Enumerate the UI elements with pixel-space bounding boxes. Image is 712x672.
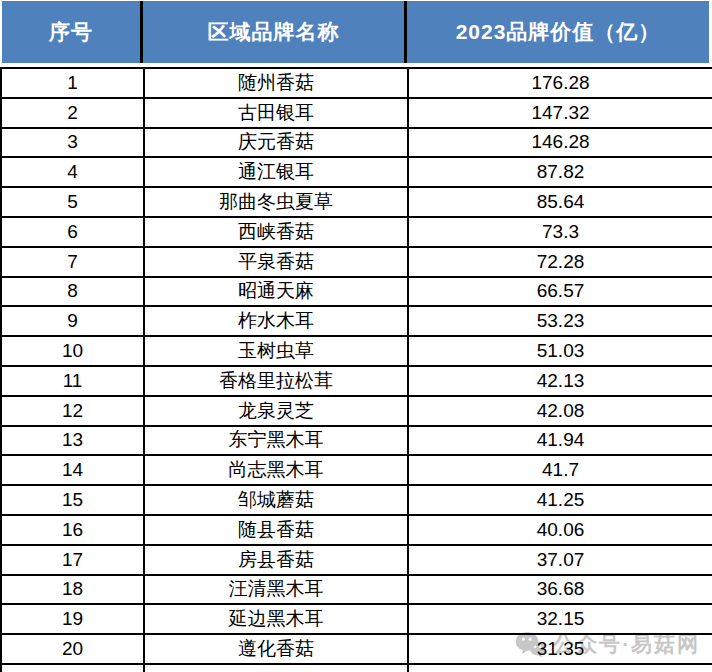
table-row: 15 邹城蘑菇 41.25 [1, 485, 712, 515]
brand-name-cell: 庆元香菇 [144, 128, 408, 158]
rank-cell: 15 [1, 485, 144, 515]
rank-cell: 3 [1, 128, 144, 158]
table-row: 1 随州香菇 176.28 [1, 68, 712, 98]
brand-name-cell: 通江银耳 [144, 157, 408, 187]
rank-cell: 16 [1, 515, 144, 545]
header-brand-value: 2023品牌价值（亿） [407, 1, 709, 63]
table-row: 3 庆元香菇 146.28 [1, 128, 712, 158]
table-row: 12 龙泉灵芝 42.08 [1, 396, 712, 426]
rank-cell: 10 [1, 336, 144, 366]
brand-name-cell: 平泉香菇 [144, 247, 408, 277]
table-row: 19 延边黑木耳 32.15 [1, 604, 712, 634]
header-rank: 序号 [2, 1, 143, 63]
brand-value-cell: 41.94 [408, 426, 712, 456]
rank-cell: 14 [1, 455, 144, 485]
rank-cell: 4 [1, 157, 144, 187]
brand-name-cell: 龙泉灵芝 [144, 396, 408, 426]
brand-name-cell: 遵化香菇 [144, 634, 408, 664]
brand-name-cell: 那曲冬虫夏草 [144, 187, 408, 217]
brand-value-cell: 41.25 [408, 485, 712, 515]
brand-value-cell: 42.13 [408, 366, 712, 396]
rank-cell: 6 [1, 217, 144, 247]
brand-value-cell: 41.7 [408, 455, 712, 485]
brand-name-cell: 汪清黑木耳 [144, 575, 408, 605]
rank-cell: 17 [1, 545, 144, 575]
brand-value-cell: 73.3 [408, 217, 712, 247]
table-row: 20 遵化香菇 31.35 [1, 634, 712, 664]
table-row: 11 香格里拉松茸 42.13 [1, 366, 712, 396]
brand-value-cell: 42.08 [408, 396, 712, 426]
rank-cell [1, 664, 144, 672]
brand-name-cell: 延边黑木耳 [144, 604, 408, 634]
table-row: 17 房县香菇 37.07 [1, 545, 712, 575]
brand-value-cell: 147.32 [408, 98, 712, 128]
table-row: 6 西峡香菇 73.3 [1, 217, 712, 247]
table-header: 序号 区域品牌名称 2023品牌价值（亿） [2, 1, 709, 63]
brand-name-cell: 房县香菇 [144, 545, 408, 575]
rank-cell: 1 [1, 68, 144, 98]
table-row: 14 尚志黑木耳 41.7 [1, 455, 712, 485]
brand-name-cell: 邹城蘑菇 [144, 485, 408, 515]
rank-cell: 9 [1, 306, 144, 336]
brand-name-cell: 随县香菇 [144, 515, 408, 545]
brand-name-cell: 西峡香菇 [144, 217, 408, 247]
brand-value-table-page: 序号 区域品牌名称 2023品牌价值（亿） 1 随州香菇 176.28 2 古田… [0, 0, 712, 672]
brand-name-cell: 尚志黑木耳 [144, 455, 408, 485]
brand-value-cell: 32.15 [408, 604, 712, 634]
rank-cell: 11 [1, 366, 144, 396]
rank-cell: 8 [1, 277, 144, 307]
brand-name-cell: 随州香菇 [144, 68, 408, 98]
brand-value-cell: 51.03 [408, 336, 712, 366]
brand-name-cell: 昭通天麻 [144, 277, 408, 307]
table-body: 1 随州香菇 176.28 2 古田银耳 147.32 3 庆元香菇 146.2… [1, 68, 712, 672]
brand-name-cell: 玉树虫草 [144, 336, 408, 366]
brand-value-cell: 31.35 [408, 634, 712, 664]
brand-value-cell [408, 664, 712, 672]
rank-cell: 2 [1, 98, 144, 128]
table-row: 18 汪清黑木耳 36.68 [1, 575, 712, 605]
rank-cell: 13 [1, 426, 144, 456]
brand-value-cell: 40.06 [408, 515, 712, 545]
brand-name-cell [144, 664, 408, 672]
rank-cell: 7 [1, 247, 144, 277]
brand-value-table: 1 随州香菇 176.28 2 古田银耳 147.32 3 庆元香菇 146.2… [0, 67, 712, 672]
brand-name-cell: 香格里拉松茸 [144, 366, 408, 396]
table-row: 2 古田银耳 147.32 [1, 98, 712, 128]
brand-value-cell: 85.64 [408, 187, 712, 217]
brand-value-cell: 36.68 [408, 575, 712, 605]
brand-value-cell: 72.28 [408, 247, 712, 277]
table-row: 5 那曲冬虫夏草 85.64 [1, 187, 712, 217]
header-brand-name: 区域品牌名称 [143, 1, 407, 63]
table-row: 9 柞水木耳 53.23 [1, 306, 712, 336]
brand-value-cell: 37.07 [408, 545, 712, 575]
rank-cell: 18 [1, 575, 144, 605]
table-row: 7 平泉香菇 72.28 [1, 247, 712, 277]
brand-value-cell: 146.28 [408, 128, 712, 158]
brand-value-cell: 87.82 [408, 157, 712, 187]
brand-value-cell: 176.28 [408, 68, 712, 98]
rank-cell: 12 [1, 396, 144, 426]
brand-name-cell: 东宁黑木耳 [144, 426, 408, 456]
table-row: 4 通江银耳 87.82 [1, 157, 712, 187]
brand-name-cell: 柞水木耳 [144, 306, 408, 336]
rank-cell: 19 [1, 604, 144, 634]
table-row: 13 东宁黑木耳 41.94 [1, 426, 712, 456]
rank-cell: 5 [1, 187, 144, 217]
brand-value-cell: 66.57 [408, 277, 712, 307]
table-row-cutoff [1, 664, 712, 672]
rank-cell: 20 [1, 634, 144, 664]
table-row: 8 昭通天麻 66.57 [1, 277, 712, 307]
brand-name-cell: 古田银耳 [144, 98, 408, 128]
brand-value-cell: 53.23 [408, 306, 712, 336]
table-row: 10 玉树虫草 51.03 [1, 336, 712, 366]
table-row: 16 随县香菇 40.06 [1, 515, 712, 545]
